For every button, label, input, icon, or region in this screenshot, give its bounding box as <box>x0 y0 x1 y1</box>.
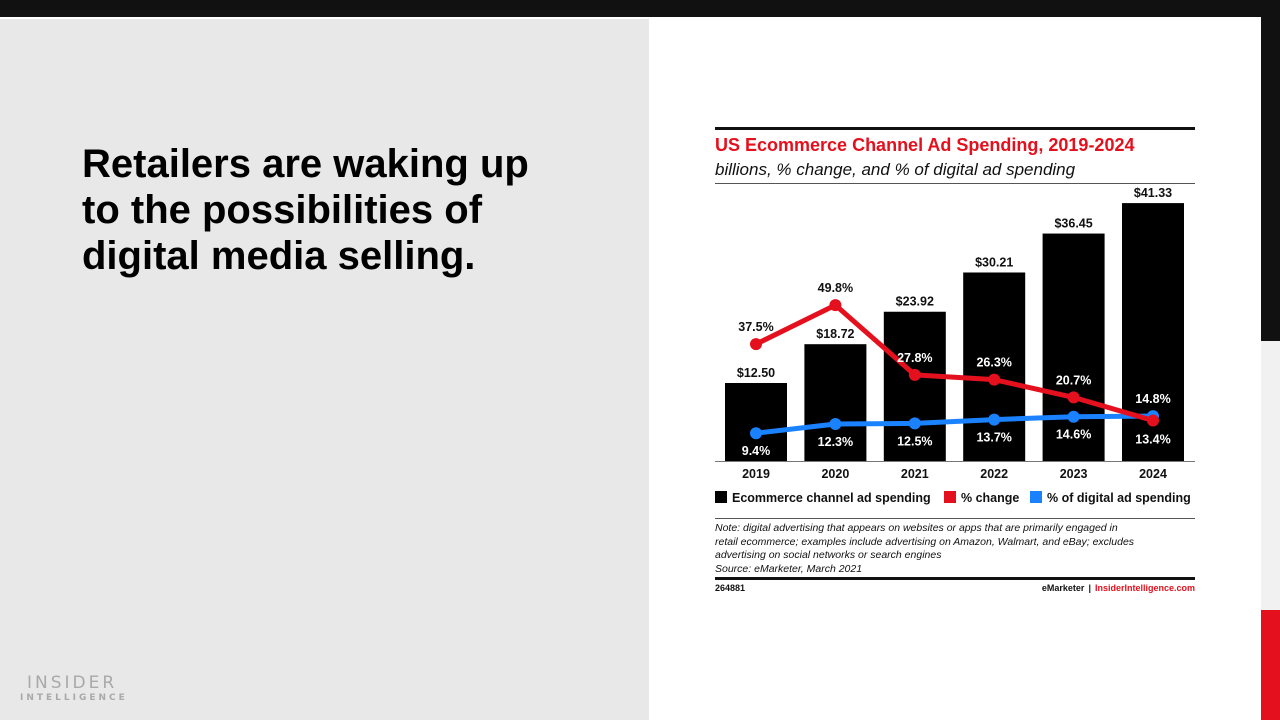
pct-change-point <box>750 338 762 351</box>
bar-2021 <box>883 311 946 461</box>
pct-digital-label: 14.8% <box>1135 392 1170 406</box>
pct-change-point <box>1147 414 1159 427</box>
legend-swatch-pct-change <box>944 491 956 503</box>
right-accent-red <box>1261 610 1280 720</box>
pct-digital-line <box>755 413 1154 436</box>
legend-label-pct-digital: % of digital ad spending <box>1047 491 1191 505</box>
x-tick-label: 2023 <box>1060 467 1088 481</box>
pct-digital-point <box>829 418 842 431</box>
pct-digital-point <box>750 427 762 440</box>
pct-digital-point <box>908 417 921 430</box>
bar-2022 <box>963 272 1026 461</box>
legend-label-bar: Ecommerce channel ad spending <box>732 491 931 505</box>
pct-change-point <box>1067 391 1080 404</box>
legend-label-pct-change: % change <box>961 491 1019 505</box>
bar-2020 <box>804 344 867 461</box>
note-line: advertising on social networks or search… <box>715 549 942 561</box>
bar-value-label: $12.50 <box>737 366 775 380</box>
footer-id: 264881 <box>715 583 745 593</box>
footer-credit: eMarketer | InsiderIntelligence.com <box>1042 583 1195 593</box>
bar-value-label: $41.33 <box>1134 186 1172 200</box>
pct-digital-label: 9.4% <box>742 444 771 458</box>
bar-value-label: $36.45 <box>1054 217 1092 231</box>
pct-change-point <box>988 373 1001 386</box>
source-line: Source: eMarketer, March 2021 <box>715 563 862 575</box>
chart-subtitle: billions, % change, and % of digital ad … <box>715 160 1076 179</box>
x-tick-label: 2022 <box>980 467 1008 481</box>
footer-separator: | <box>1088 583 1091 593</box>
pct-change-label: 13.4% <box>1135 433 1170 447</box>
chart-title: US Ecommerce Channel Ad Spending, 2019-2… <box>715 135 1134 155</box>
bar-2023 <box>1042 233 1105 461</box>
right-accent-black <box>1261 17 1280 341</box>
pct-change-label: 20.7% <box>1056 373 1091 387</box>
legend: Ecommerce channel ad spending % change %… <box>715 491 1191 505</box>
pct-digital-label: 12.3% <box>818 435 853 449</box>
pct-digital-point <box>988 413 1001 426</box>
left-panel <box>0 19 649 720</box>
note-line: retail ecommerce; examples include adver… <box>715 536 1135 548</box>
note-line: Note: digital advertising that appears o… <box>715 522 1118 534</box>
pct-change-line <box>754 302 1154 423</box>
pct-digital-label: 14.6% <box>1056 428 1091 442</box>
pct-digital-label: 13.7% <box>976 431 1011 445</box>
x-tick-label: 2021 <box>901 467 929 481</box>
pct-change-label: 26.3% <box>976 356 1011 370</box>
pct-change-label: 27.8% <box>897 351 932 365</box>
bar-value-label: $30.21 <box>975 255 1013 269</box>
right-accent-gray <box>1261 341 1280 610</box>
legend-swatch-bar <box>715 491 727 503</box>
footer-site[interactable]: InsiderIntelligence.com <box>1095 583 1195 593</box>
logo-line-2: INTELLIGENCE <box>20 693 128 703</box>
slide-headline: Retailers are waking up to the possibili… <box>82 141 602 279</box>
pct-change-point <box>829 299 842 312</box>
footer-brand: eMarketer <box>1042 583 1085 593</box>
bar-value-label: $23.92 <box>896 295 934 309</box>
headline-line: Retailers are waking up <box>82 142 529 186</box>
top-bar <box>0 0 1280 17</box>
pct-digital-label: 12.5% <box>897 434 932 448</box>
pct-change-label: 49.8% <box>818 281 853 295</box>
bar-2019 <box>725 383 787 461</box>
legend-swatch-pct-digital <box>1030 491 1042 503</box>
x-tick-label: 2019 <box>742 467 770 481</box>
insider-intelligence-logo: INSIDER INTELLIGENCE <box>20 674 128 704</box>
headline-line: digital media selling. <box>82 234 476 278</box>
pct-change-label: 37.5% <box>738 320 773 334</box>
x-tick-label: 2024 <box>1139 467 1167 481</box>
pct-digital-point <box>1067 410 1080 423</box>
headline-line: to the possibilities of <box>82 188 483 232</box>
logo-line-1: INSIDER <box>27 673 118 693</box>
pct-change-point <box>908 368 921 381</box>
x-tick-label: 2020 <box>821 467 849 481</box>
bar-value-label: $18.72 <box>816 327 854 341</box>
